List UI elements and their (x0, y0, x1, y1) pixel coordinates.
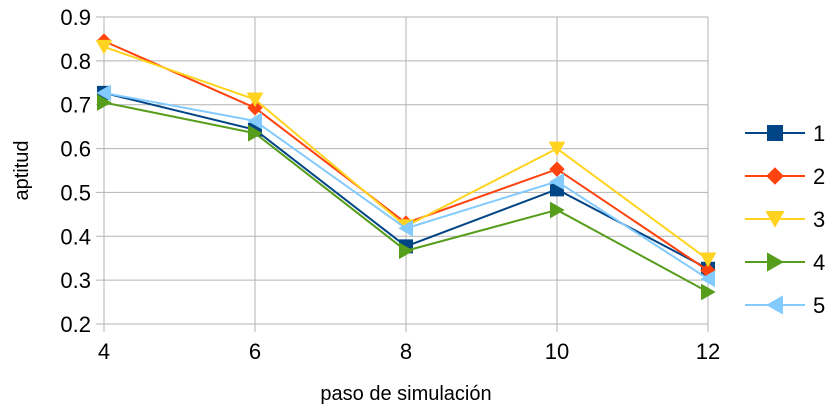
data-point (95, 39, 113, 55)
y-tick-label: 0.3 (60, 268, 91, 293)
legend-item-4: 4 (745, 250, 825, 275)
legend-label: 4 (813, 250, 825, 275)
data-point (549, 161, 565, 177)
legend-item-1: 1 (745, 121, 825, 146)
data-point (699, 252, 717, 268)
legend-marker (766, 295, 783, 315)
legend-label: 2 (813, 164, 825, 189)
y-axis-title: aptitud (11, 140, 33, 200)
x-tick-label: 4 (98, 339, 110, 364)
legend-marker (767, 252, 784, 272)
legend-item-5: 5 (745, 293, 825, 318)
x-tick-label: 6 (249, 339, 261, 364)
y-tick-label: 0.4 (60, 224, 91, 249)
data-point (548, 141, 566, 157)
y-tick-label: 0.8 (60, 49, 91, 74)
data-point (700, 270, 715, 288)
y-tick-label: 0.7 (60, 93, 91, 118)
axes (103, 17, 708, 325)
legend-item-2: 2 (745, 164, 825, 189)
legend-marker (766, 167, 784, 185)
data-point (399, 242, 414, 260)
series-group (95, 33, 717, 301)
series-4 (97, 94, 716, 301)
legend-marker (767, 125, 783, 141)
legend-label: 3 (813, 207, 825, 232)
data-point (398, 219, 413, 237)
data-point (247, 112, 262, 130)
x-tick-label: 12 (696, 339, 720, 364)
data-point (549, 173, 564, 190)
y-tick-label: 0.5 (60, 180, 91, 205)
y-tick-label: 0.2 (60, 312, 91, 337)
legend: 1 2 3 4 5 (745, 121, 825, 318)
legend-item-3: 3 (745, 207, 825, 232)
data-point (701, 283, 716, 301)
data-point (248, 124, 263, 142)
data-point (97, 94, 112, 111)
legend-label: 1 (813, 121, 825, 146)
legend-label: 5 (813, 293, 825, 318)
data-point (96, 84, 111, 102)
data-point (246, 92, 264, 108)
data-point (247, 100, 263, 116)
tick-labels: 0.2 0.3 0.4 0.5 0.6 0.7 0.8 0.9 4 6 8 10 12 (60, 5, 720, 364)
y-tick-label: 0.6 (60, 137, 91, 162)
data-point (550, 201, 565, 219)
x-axis-title: paso de simulación (320, 383, 491, 405)
legend-marker (765, 211, 785, 228)
series-5 (96, 84, 715, 288)
y-tick-label: 0.9 (60, 5, 91, 30)
x-tick-label: 8 (400, 339, 412, 364)
x-tick-label: 10 (545, 339, 569, 364)
